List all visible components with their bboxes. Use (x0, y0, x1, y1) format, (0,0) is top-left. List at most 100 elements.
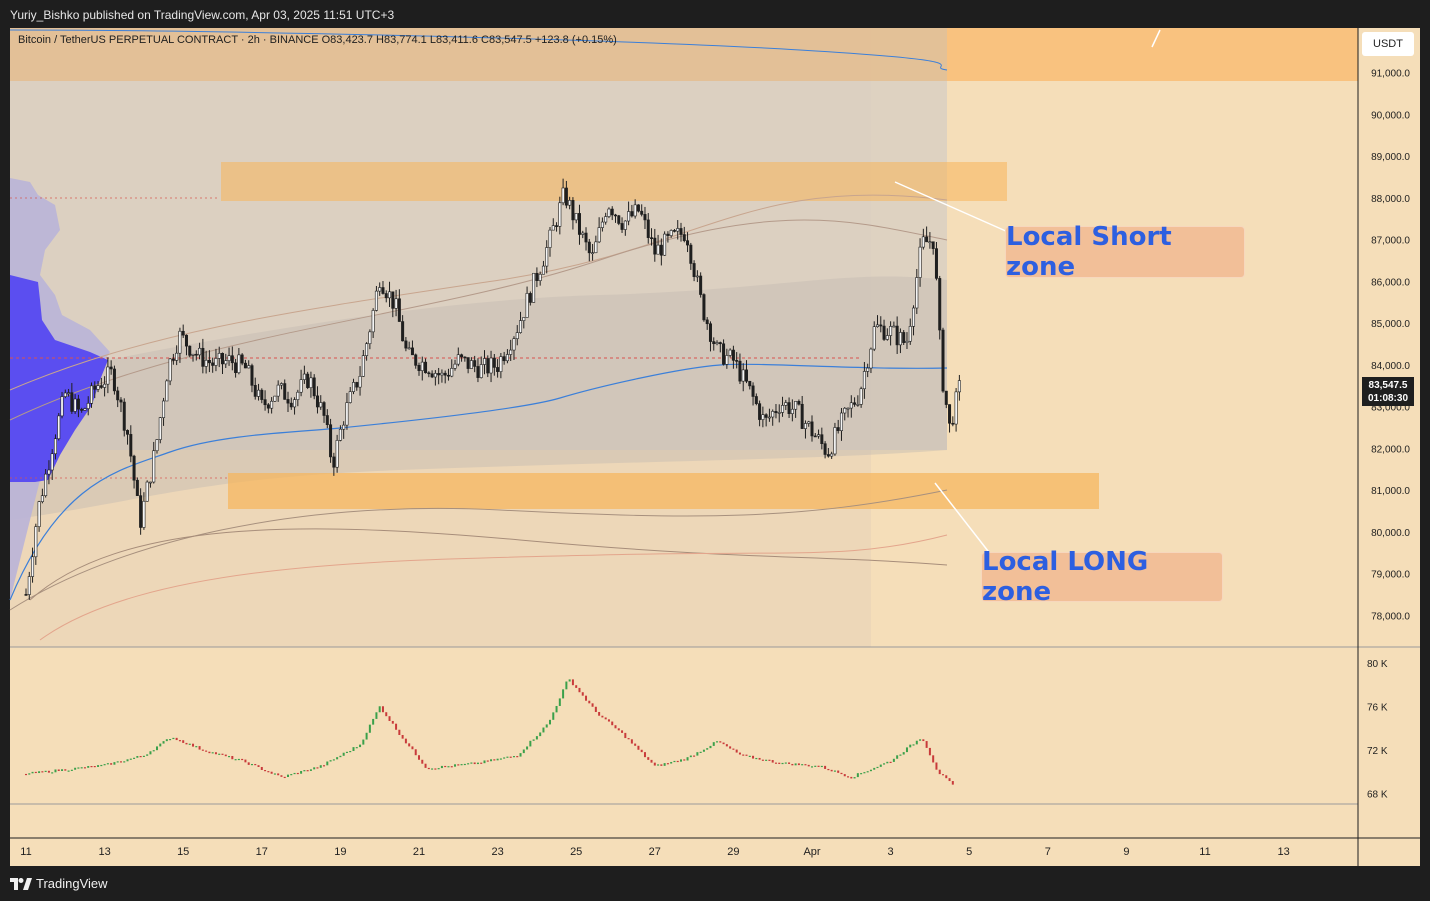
candle-body (306, 373, 310, 388)
candle-body (509, 349, 513, 355)
candle-body (794, 401, 798, 410)
time-tick-label: 15 (177, 846, 189, 858)
candle-body (872, 326, 876, 350)
indicator-bar (326, 761, 329, 766)
indicator-bar (293, 772, 296, 775)
candle-body (636, 204, 640, 212)
indicator-bar (542, 727, 545, 733)
candle-body (551, 225, 555, 231)
candle-body (938, 278, 942, 331)
indicator-bar (942, 774, 944, 776)
indicator-bar (647, 757, 650, 760)
time-axis: 11 13 15 17 19 21 23 25 27 29 Apr 3 5 7 9 11 13 (20, 846, 1289, 858)
indicator-bar (182, 740, 185, 743)
candle-body (135, 479, 139, 496)
indicator-bar (57, 769, 60, 771)
candle-body (948, 404, 952, 424)
indicator-bar (604, 717, 607, 720)
candle-body (312, 377, 316, 397)
candle-body (227, 355, 231, 361)
indicator-bar (873, 767, 876, 770)
long-zone-arrow (934, 482, 996, 561)
indicator-bar (352, 747, 355, 751)
candle-body (954, 391, 958, 425)
candle-body (607, 208, 611, 217)
candle-body (633, 204, 637, 217)
indicator-bar (93, 766, 96, 768)
candle-body (355, 382, 359, 388)
faint-ma-line (39, 534, 948, 641)
candle-body (604, 216, 608, 223)
candle-body (158, 417, 162, 440)
candle-body (175, 352, 179, 361)
candle-body (168, 358, 172, 382)
candle-body (528, 293, 532, 303)
indicator-bar (909, 744, 912, 748)
indicator-bar (250, 763, 253, 766)
indicator-bar (31, 771, 34, 774)
top-resistance-zone (947, 28, 1358, 81)
price-axis: 91,000.0 90,000.0 89,000.0 88,000.0 87,000.0… (1371, 69, 1410, 623)
indicator-bar (820, 765, 823, 768)
candle-body (823, 443, 827, 455)
candle-body (862, 371, 866, 390)
time-tick-label: 11 (1199, 846, 1210, 858)
candle-body (800, 403, 804, 429)
candle-body (34, 526, 38, 558)
indicator-bar (483, 760, 486, 764)
indicator-bar (578, 687, 581, 693)
time-tick-label: 25 (570, 846, 582, 858)
candle-body (650, 237, 654, 239)
indicator-bar (745, 754, 748, 756)
candle-body (908, 326, 912, 342)
indicator-bar (365, 732, 368, 740)
candle-body (925, 236, 929, 243)
candle-body (833, 427, 837, 455)
currency-unit-button[interactable]: USDT (1362, 32, 1414, 56)
indicator-bar (676, 760, 679, 763)
indicator-bar (391, 720, 394, 724)
candle-body (443, 372, 447, 376)
candle-body (561, 187, 565, 204)
indicator-bar (211, 752, 214, 754)
mid-band-line (9, 219, 948, 421)
candle-body (754, 396, 758, 404)
candle-body (777, 412, 781, 414)
candle-body (784, 402, 788, 406)
indicator-bar (565, 681, 568, 690)
indicator-bar (516, 756, 519, 758)
indicator-bar (201, 749, 204, 751)
candle-body (699, 275, 703, 295)
candle-body (489, 357, 493, 374)
indicator-bar (643, 752, 646, 758)
symbol-legend[interactable]: Bitcoin / TetherUS PERPETUAL CONTRACT · … (18, 34, 617, 46)
candle-body (211, 362, 215, 366)
candle-body (787, 402, 791, 414)
brand-name: TradingView (36, 876, 108, 891)
indicator-bar (395, 723, 398, 730)
indicator-bar (61, 769, 64, 771)
indicator-bar (41, 771, 44, 773)
candle-body (152, 450, 156, 483)
indicator-bar (165, 739, 168, 742)
indicator-bar (231, 755, 234, 760)
lower-band-line (9, 489, 948, 611)
candle-body (40, 495, 44, 502)
indicator-bar (139, 756, 142, 758)
indicator-bar (840, 772, 843, 775)
indicator-bar (332, 759, 335, 761)
candle-body (240, 354, 244, 364)
indicator-bar (267, 771, 270, 773)
indicator-bar (627, 738, 630, 740)
indicator-bar (146, 754, 149, 756)
candle-body (748, 380, 752, 387)
indicator-bar (67, 770, 70, 772)
candle-body (659, 244, 663, 256)
indicator-bar (319, 765, 322, 768)
candle-body (790, 408, 794, 414)
indicator-bar (316, 767, 319, 769)
price-tick-label: 88,000.0 (1371, 194, 1410, 205)
indicator-bar (463, 763, 466, 766)
tradingview-logo[interactable]: TradingView (10, 876, 108, 891)
